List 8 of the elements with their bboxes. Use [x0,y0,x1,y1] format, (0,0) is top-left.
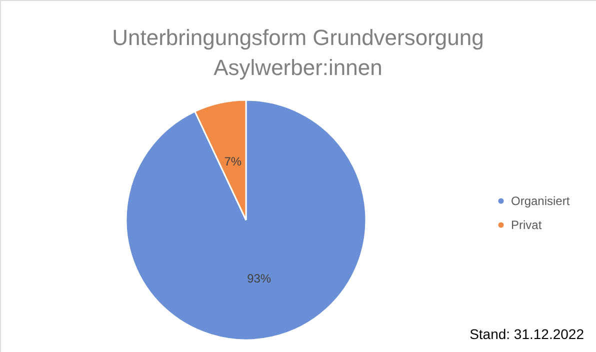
data-label: 93% [247,272,272,286]
text: Unterbringungsform Grundversorgung [112,25,484,50]
legend-label: Privat [511,218,542,232]
text: Asylwerber:innen [214,55,382,80]
pie-slice [125,99,367,341]
text: Stand: 31.12.2022 [470,326,584,342]
data-label: 7% [224,154,242,168]
legend-label: Organisiert [511,194,570,208]
